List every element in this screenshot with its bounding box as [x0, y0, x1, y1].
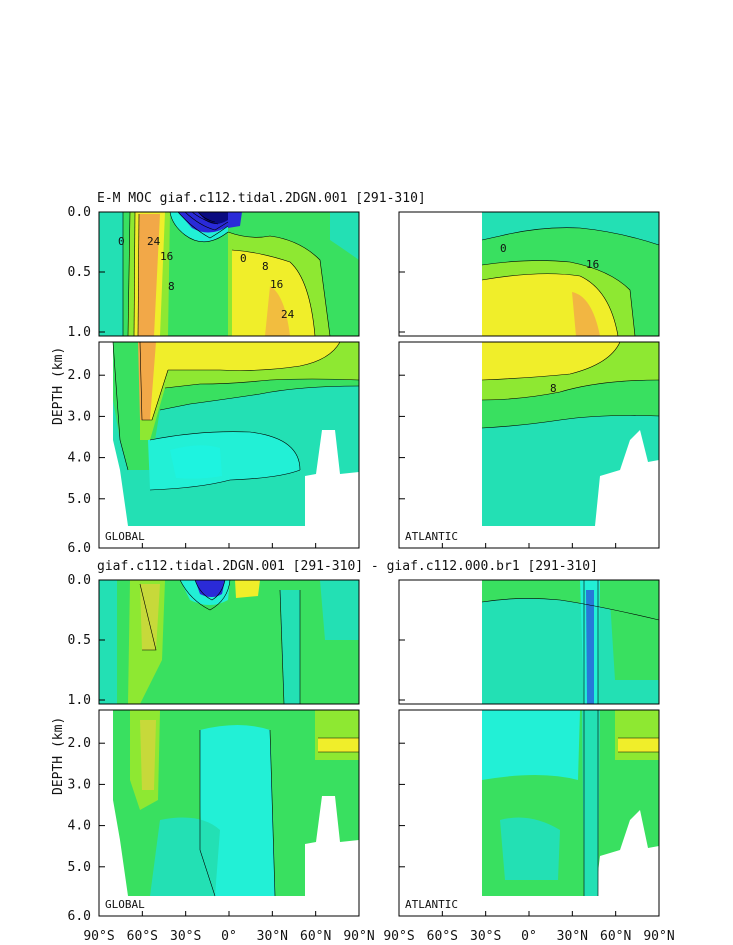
frame-diff-global-upper [98, 579, 360, 705]
contour-line [159, 385, 360, 411]
panel-atlantic-upper [399, 212, 659, 336]
contour-label: 8 [262, 260, 269, 273]
contour-line [227, 231, 331, 337]
x-tick-label: 30°S [470, 929, 501, 944]
contour-line [139, 341, 169, 421]
y-axis-label-bottom: DEPTH (km) [51, 717, 66, 795]
y-tick-label: 6.0 [68, 909, 91, 924]
contour-line [481, 273, 619, 337]
contour-label: 8 [550, 382, 557, 395]
y-tick-label: 4.0 [68, 819, 91, 834]
panel-atlantic-lower [399, 342, 659, 548]
contour-label: 24 [281, 308, 295, 321]
contour-label: 16 [586, 258, 599, 271]
contour-line [168, 341, 341, 371]
contour-line [481, 341, 621, 381]
bottom-title: giaf.c112.tidal.2DGN.001 [291-310] - gia… [97, 559, 598, 574]
x-tick-label: 30°S [170, 929, 201, 944]
contour-line [149, 431, 301, 471]
x-tick-label: 90°N [343, 929, 374, 944]
panel-diff-atlantic-upper [399, 580, 659, 704]
x-tick-label: 90°N [643, 929, 674, 944]
contour-line [127, 211, 131, 337]
y-tick-label: 3.0 [68, 409, 91, 424]
contour-label: 0 [500, 242, 507, 255]
contour-line [481, 227, 660, 246]
contour-line [149, 469, 301, 491]
contour-line [197, 211, 216, 223]
y-tick-label: 2.0 [68, 736, 91, 751]
panel-label-atlantic: ATLANTIC [405, 530, 458, 543]
x-tick-label: 30°N [257, 929, 288, 944]
contour-line [481, 379, 660, 401]
contour-label: 0 [118, 235, 125, 248]
panel-label-atlantic: ATLANTIC [405, 898, 458, 911]
contour-line [481, 260, 636, 337]
contour-line [231, 249, 316, 337]
panel-diff-global-lower [99, 710, 359, 916]
contour-line [139, 583, 157, 651]
y-tick-label: 5.0 [68, 860, 91, 875]
y-tick-label: 0.5 [68, 633, 91, 648]
contour-line [169, 211, 229, 243]
panel-label-global: GLOBAL [105, 530, 145, 543]
contour-label: 8 [168, 280, 175, 293]
axes: 0.0 0.5 1.0 2.0 3.0 4.0 5.0 6.0 GLOBAL ATLANTIC 0.… [68, 205, 675, 944]
panel-label-global: GLOBAL [105, 898, 145, 911]
panel-diff-global-upper [99, 580, 359, 704]
frame-atlantic-upper [398, 211, 660, 337]
contour-line [184, 211, 229, 231]
contour-label: 24 [147, 235, 161, 248]
y-tick-label: 0.5 [68, 265, 91, 280]
contour-line [194, 579, 226, 601]
y-tick-label: 4.0 [68, 451, 91, 466]
panel-global-lower [99, 342, 359, 548]
contour-line [133, 211, 136, 337]
x-tick-label: 0° [521, 929, 537, 944]
contour-line [179, 579, 231, 611]
contour-line [177, 211, 229, 239]
y-axis-label-top: DEPTH (km) [51, 347, 66, 425]
y-tick-label: 0.0 [68, 205, 91, 220]
contour-label: 16 [270, 278, 283, 291]
y-tick-label: 1.0 [68, 325, 91, 340]
panel-diff-atlantic-lower [399, 710, 659, 916]
x-tick-label: 60°S [127, 929, 158, 944]
y-tick-label: 3.0 [68, 777, 91, 792]
contour-label: 0 [240, 252, 247, 265]
contour-line [269, 729, 276, 897]
contour-line [199, 730, 216, 897]
x-tick-label: 90°S [383, 929, 414, 944]
contour-line [481, 415, 660, 429]
x-tick-label: 90°S [83, 929, 114, 944]
y-tick-label: 6.0 [68, 541, 91, 556]
x-tick-label: 60°N [300, 929, 331, 944]
y-tick-label: 5.0 [68, 492, 91, 507]
contour-line [164, 378, 360, 389]
x-tick-label: 60°S [427, 929, 458, 944]
x-tick-label: 0° [221, 929, 237, 944]
y-tick-label: 2.0 [68, 368, 91, 383]
contour-line [137, 213, 140, 337]
contour-line [279, 589, 285, 705]
contour-label: 16 [160, 250, 173, 263]
frame-global-upper [98, 211, 360, 337]
frame-diff-atlantic-upper [398, 579, 660, 705]
contour-line [191, 211, 219, 225]
y-tick-label: 0.0 [68, 573, 91, 588]
x-tick-label: 60°N [600, 929, 631, 944]
y-tick-label: 1.0 [68, 693, 91, 708]
top-title: E-M MOC giaf.c112.tidal.2DGN.001 [291-31… [97, 191, 426, 206]
x-tick-label: 30°N [557, 929, 588, 944]
contour-line [481, 598, 660, 621]
contour-line [112, 341, 129, 471]
